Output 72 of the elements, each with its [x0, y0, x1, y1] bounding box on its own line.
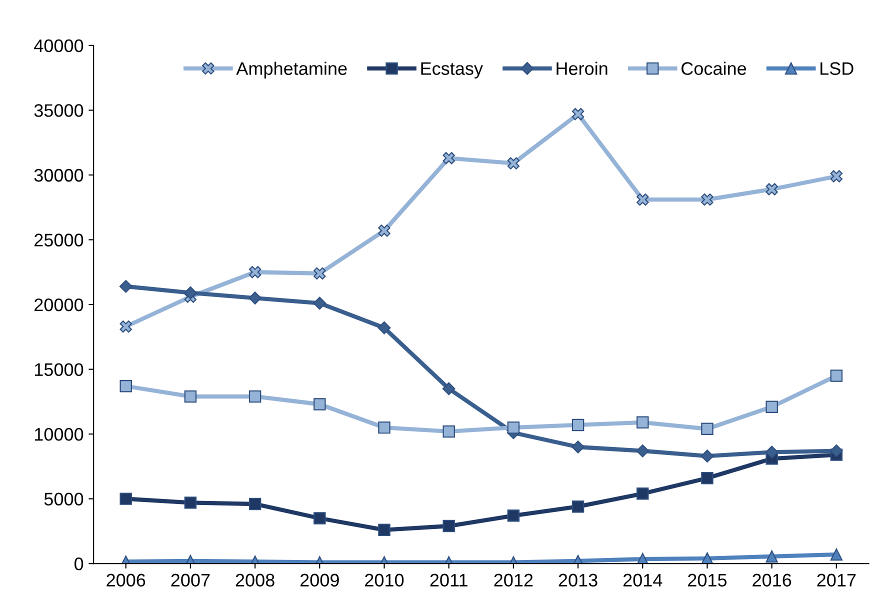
point — [766, 400, 778, 413]
point — [766, 183, 778, 196]
x-tick-label: 2009 — [300, 574, 339, 587]
point — [120, 320, 132, 333]
point — [314, 398, 326, 410]
point — [765, 446, 778, 459]
point — [700, 450, 714, 463]
x-tick-label: 2010 — [365, 574, 404, 587]
y-tick-label: 10000 — [35, 428, 84, 441]
point — [119, 280, 132, 293]
point — [378, 224, 390, 237]
y-tick-label: 5000 — [44, 492, 84, 506]
point — [248, 390, 262, 403]
point — [701, 472, 714, 484]
x-tick-label: 2013 — [558, 574, 598, 587]
point — [636, 416, 649, 428]
legend-label: Cocaine — [682, 62, 746, 75]
x-tick-label: 2011 — [430, 574, 468, 587]
y-tick-label: 40000 — [34, 39, 84, 52]
point — [378, 524, 390, 536]
point — [572, 108, 584, 120]
x-tick-label: 2012 — [494, 574, 533, 587]
point — [636, 444, 650, 458]
point — [830, 444, 843, 458]
y-tick-label: 20000 — [34, 298, 84, 312]
legend-label: Amphetamine — [236, 62, 347, 79]
point — [442, 425, 455, 438]
x-tick-label: 2016 — [752, 574, 792, 587]
x-tick-label: 2008 — [236, 574, 274, 587]
point — [442, 152, 455, 164]
legend-label: Heroin — [556, 62, 608, 75]
y-tick-label: 35000 — [34, 104, 84, 117]
y-tick-label: 0 — [74, 558, 84, 570]
point — [636, 193, 649, 206]
point — [830, 370, 843, 382]
x-tick-label: 2006 — [106, 574, 146, 587]
point — [830, 170, 843, 182]
point — [701, 193, 714, 206]
point — [314, 267, 326, 280]
y-tick-label: 15000 — [35, 363, 84, 376]
y-tick-label: 25000 — [34, 234, 84, 246]
point — [507, 421, 520, 434]
legend-label: Ecstasy — [421, 62, 483, 79]
point — [507, 157, 520, 170]
point — [248, 498, 262, 510]
point — [184, 390, 197, 403]
x-tick-label: 2015 — [688, 574, 727, 587]
point — [378, 421, 390, 434]
point — [830, 548, 843, 561]
point — [701, 422, 714, 435]
point — [378, 321, 391, 334]
point — [442, 520, 455, 532]
point — [184, 286, 197, 300]
point — [442, 382, 456, 396]
legend-label: LSD — [820, 62, 854, 75]
point — [314, 512, 326, 524]
x-tick-label: 2017 — [817, 574, 856, 587]
point — [572, 500, 584, 513]
point — [766, 550, 778, 563]
point — [507, 510, 520, 522]
point — [248, 266, 262, 278]
point — [313, 296, 326, 310]
y-tick-label: 30000 — [34, 168, 84, 182]
point — [248, 292, 262, 304]
point — [636, 488, 649, 500]
x-tick-label: 2014 — [623, 574, 662, 587]
point — [572, 440, 584, 454]
point — [184, 496, 197, 509]
point — [120, 492, 132, 505]
point — [572, 418, 584, 432]
x-tick-label: 2007 — [171, 574, 210, 587]
point — [120, 380, 132, 392]
